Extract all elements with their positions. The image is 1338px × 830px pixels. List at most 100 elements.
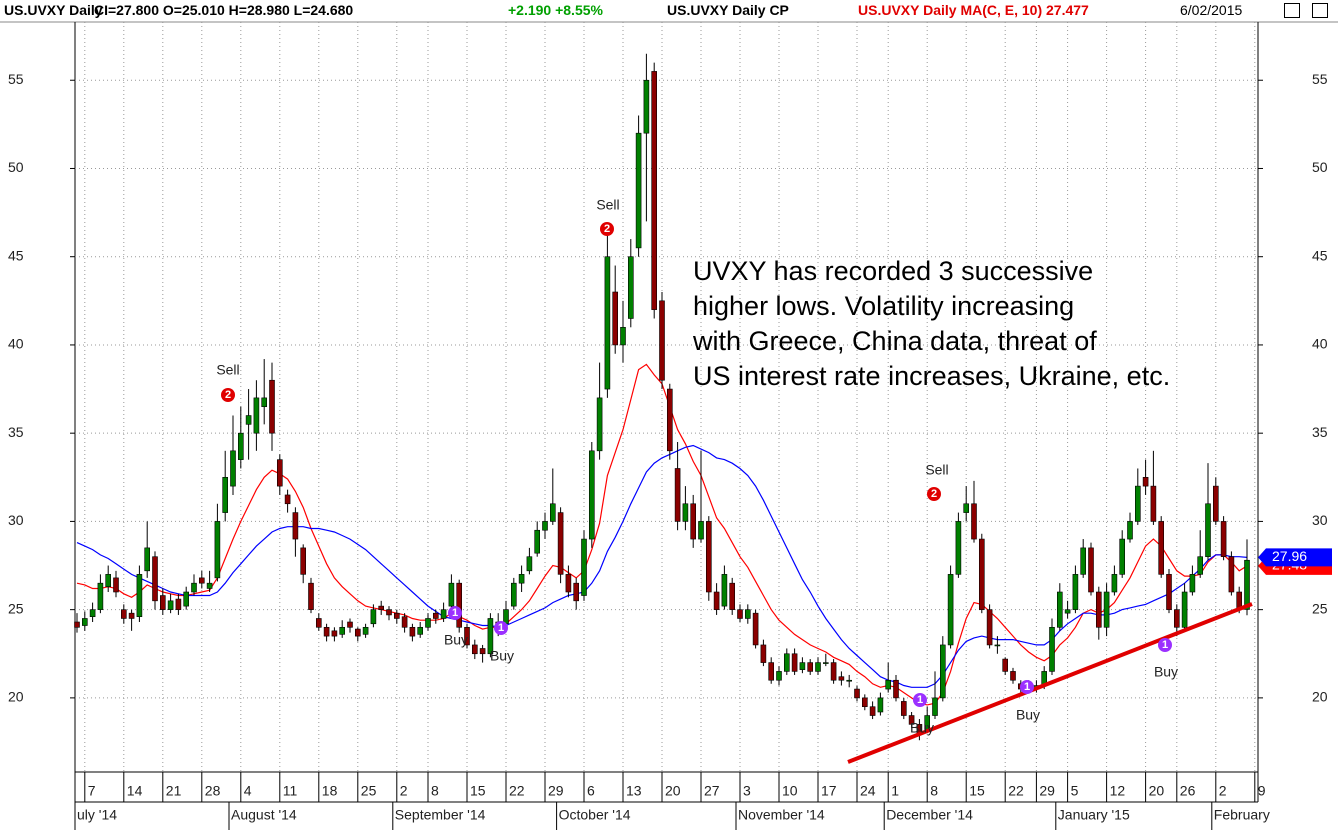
candle-body xyxy=(245,415,252,425)
candle-body xyxy=(214,521,221,579)
signal-badge-text: 1 xyxy=(498,622,504,634)
candle-body xyxy=(238,432,244,460)
signal: Sell 2 xyxy=(596,197,620,236)
candle-body xyxy=(752,612,759,646)
candle-body xyxy=(978,538,985,610)
candle-body xyxy=(557,512,564,575)
candle-body xyxy=(744,609,751,619)
y-tick-label: 20 xyxy=(8,689,24,705)
signal-badge xyxy=(1020,680,1034,694)
candle-body xyxy=(620,326,626,346)
candle-body xyxy=(417,626,424,635)
candle-body xyxy=(222,476,228,513)
candle-body xyxy=(627,256,634,319)
candle-body xyxy=(89,609,96,618)
candle-body xyxy=(479,648,486,655)
candle-body xyxy=(846,679,853,682)
candle-body xyxy=(105,574,111,588)
candle-body xyxy=(861,697,868,708)
candle-body xyxy=(682,503,689,522)
candle-body xyxy=(737,609,743,619)
candle-body xyxy=(721,574,728,607)
annotation: US interest rate increases, Ukraine, etc… xyxy=(693,361,1170,391)
y-tick-label: 30 xyxy=(8,512,24,528)
minimize-button[interactable] xyxy=(1284,3,1300,18)
x-tick-label: 22 xyxy=(1008,783,1024,799)
y-tick-label: 55 xyxy=(8,71,24,87)
candle-body xyxy=(1189,574,1196,593)
candle-body xyxy=(144,547,150,572)
candle-body xyxy=(549,503,556,522)
candle-body xyxy=(378,605,385,610)
candle-body xyxy=(1158,521,1164,575)
candle-body xyxy=(822,662,829,664)
candle-body xyxy=(666,388,673,452)
candle-body xyxy=(464,626,470,646)
candle-body xyxy=(885,679,892,690)
signal-label: Buy xyxy=(444,632,468,648)
y-tick-label: 35 xyxy=(8,424,24,440)
signal-badge-text: 1 xyxy=(917,694,923,706)
change: +2.190 +8.55% xyxy=(508,2,603,18)
y-tick-label: 45 xyxy=(1312,247,1328,263)
signal-label: Sell xyxy=(596,197,619,213)
candle-body xyxy=(1142,476,1149,487)
study: US.UVXY Daily MA(C, E, 10) 27.477 xyxy=(858,2,1089,18)
candle-body xyxy=(659,300,665,381)
x-tick-label: 5 xyxy=(1071,783,1079,799)
x-tick-label: 29 xyxy=(1039,783,1055,799)
candle-body xyxy=(854,688,860,699)
candle-body xyxy=(97,582,104,610)
candle-body xyxy=(1103,591,1110,628)
candle-body xyxy=(1057,591,1063,628)
signal-label: Buy xyxy=(490,648,514,664)
y-tick-label: 50 xyxy=(1312,159,1328,175)
candle-body xyxy=(1088,547,1094,593)
candle-body xyxy=(783,653,790,672)
y-tick-label: 20 xyxy=(1312,689,1328,705)
candle-body xyxy=(947,574,954,646)
candle-body xyxy=(838,676,845,681)
month-label: August '14 xyxy=(231,807,297,823)
price-tag-label: 27.96 xyxy=(1272,548,1307,564)
candle-body xyxy=(1205,503,1211,558)
candle-body xyxy=(705,521,712,593)
maximize-button[interactable] xyxy=(1312,3,1328,18)
candle-body xyxy=(1150,485,1157,522)
signal-label: Buy xyxy=(910,720,934,736)
candle-body xyxy=(986,609,993,646)
x-tick-label: 13 xyxy=(626,783,642,799)
symbol: US.UVXY Daily xyxy=(4,2,103,18)
candle-body xyxy=(300,547,307,575)
x-tick-label: 11 xyxy=(283,783,298,799)
candle-body xyxy=(331,630,338,637)
y-tick-label: 40 xyxy=(8,336,24,352)
candle-body xyxy=(1080,547,1086,575)
month-label: September '14 xyxy=(395,807,486,823)
candle-body xyxy=(160,595,166,610)
signal: 1 Buy xyxy=(1016,680,1040,723)
candle-body xyxy=(791,653,798,672)
candle-body xyxy=(1127,521,1133,540)
candle-body xyxy=(175,598,182,610)
signal-badge xyxy=(448,606,462,620)
candle-body xyxy=(393,612,400,619)
candle-body xyxy=(955,521,962,575)
candle-body xyxy=(136,574,143,618)
study: US.UVXY Daily CP xyxy=(667,2,789,18)
candle-body xyxy=(1135,485,1141,522)
candle-body xyxy=(1181,591,1188,628)
candle-body xyxy=(573,582,580,602)
candle-body xyxy=(1049,626,1055,672)
candle-body xyxy=(807,662,814,672)
x-tick-label: 6 xyxy=(587,783,595,799)
x-tick-label: 12 xyxy=(1110,783,1126,799)
y-tick-label: 40 xyxy=(1312,336,1328,352)
signal-badge-text: 1 xyxy=(452,607,458,619)
x-tick-label: 28 xyxy=(205,783,221,799)
candle-body xyxy=(542,521,548,531)
y-tick-label: 50 xyxy=(8,159,24,175)
candle-body xyxy=(1244,559,1250,610)
trend-line xyxy=(847,602,1253,764)
